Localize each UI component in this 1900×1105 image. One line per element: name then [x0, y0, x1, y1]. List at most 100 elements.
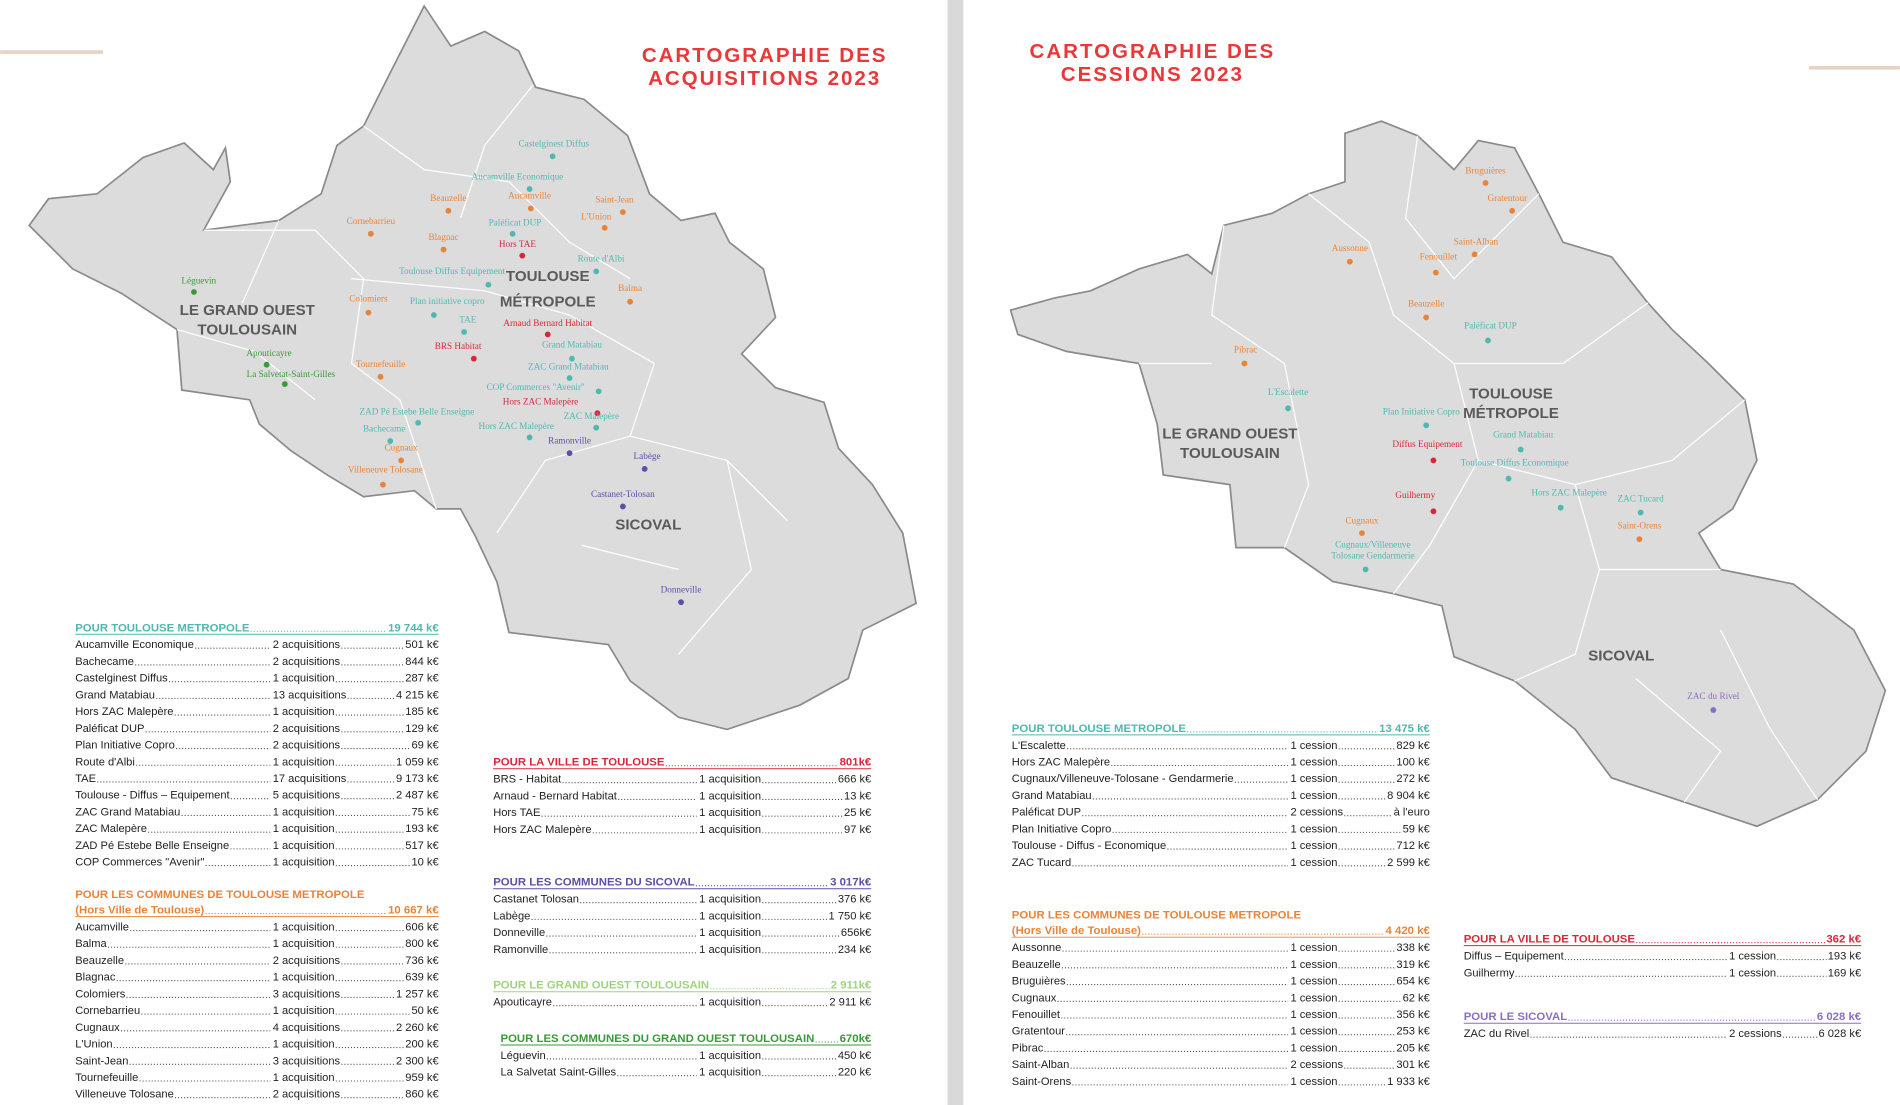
row-name: Donneville — [493, 927, 545, 939]
row-count: 1 acquisition — [273, 938, 335, 950]
place-dot — [1423, 314, 1430, 321]
row-amount: 639 k€ — [405, 972, 439, 984]
row-count: 5 acquisitions — [273, 790, 341, 802]
place-dot — [1423, 422, 1430, 429]
row-amount: 59 k€ — [1403, 823, 1431, 835]
row-name: Cugnaux/Villeneuve-Tolosane - Gendarmeri… — [1012, 773, 1234, 785]
place-dot — [526, 434, 533, 441]
place-dot — [1241, 360, 1248, 367]
place-label: Donneville — [661, 584, 702, 594]
row-name: Castanet Tolosan — [493, 894, 579, 906]
place-label: Labège — [634, 451, 661, 461]
row-amount: 220 k€ — [838, 1067, 872, 1079]
map-outline — [1009, 120, 1887, 828]
place-label: Beauzelle — [1408, 299, 1444, 309]
place-dot — [1710, 707, 1717, 713]
table-total: 10 667 k€ — [388, 905, 439, 917]
place-label: Cugnaux — [385, 443, 419, 453]
row-count: 1 acquisition — [273, 922, 335, 934]
row-count: 1 cession — [1290, 959, 1337, 971]
place-dot — [1637, 509, 1644, 516]
place-label: BRS Habitat — [435, 341, 482, 351]
row-amount: à l'euro — [1394, 807, 1430, 819]
row-amount: 1 059 k€ — [396, 756, 439, 768]
row-count: 1 acquisition — [699, 790, 761, 802]
region-label: SICOVAL — [615, 516, 681, 533]
row-amount: 62 k€ — [1403, 992, 1431, 1004]
row-amount: 129 k€ — [405, 723, 439, 735]
row-amount: 450 k€ — [838, 1050, 872, 1062]
row-name: ZAC du Rivel — [1464, 1028, 1530, 1040]
place-dot — [1432, 269, 1439, 276]
row-count: 1 acquisition — [273, 706, 335, 718]
row-count: 3 acquisitions — [273, 988, 341, 1000]
row-name: Léguevin — [500, 1050, 545, 1062]
row-name: Blagnac — [75, 972, 116, 984]
place-label: Villeneuve Tolosane — [348, 465, 423, 475]
map-cessions — [1009, 120, 1887, 828]
place-label: Aucamville Economique — [472, 171, 564, 181]
row-name: Beauzelle — [1012, 959, 1061, 971]
place-dot — [566, 450, 573, 457]
row-amount: 287 k€ — [405, 673, 439, 685]
place-label: Gratentour — [1487, 193, 1527, 203]
row-count: 1 cession — [1290, 1042, 1337, 1054]
table-heading: (Hors Ville de Toulouse) — [1012, 925, 1141, 937]
region-label: SICOVAL — [1588, 647, 1654, 664]
place-dot — [1346, 258, 1353, 265]
row-count: 1 acquisition — [699, 910, 761, 922]
place-label: Saint-Orens — [1617, 520, 1661, 530]
row-name: Toulouse - Diffus – Equipement — [75, 790, 230, 802]
place-label: Bachecame — [363, 423, 405, 433]
page-title: ACQUISITIONS 2023 — [648, 67, 881, 90]
place-label: Beauzelle — [430, 193, 466, 203]
row-amount: 800 k€ — [405, 938, 439, 950]
row-name: Apouticayre — [493, 997, 552, 1009]
row-name: Grand Matabiau — [75, 689, 155, 701]
place-dot — [440, 246, 447, 253]
row-amount: 2 300 k€ — [396, 1055, 439, 1067]
place-dot — [544, 331, 551, 338]
row-count: 1 acquisition — [273, 1072, 335, 1084]
row-count: 1 cession — [1729, 951, 1776, 963]
place-label: Hors ZAC Malepère — [503, 397, 579, 407]
place-label: Paléficat DUP — [489, 217, 542, 227]
row-amount: 10 k€ — [411, 857, 439, 869]
place-dot — [519, 252, 526, 259]
region-label: TOULOUSE — [1469, 386, 1553, 403]
row-name: COP Commerces "Avenir" — [75, 857, 204, 869]
place-label: Blagnac — [428, 232, 458, 242]
table-heading: POUR LA VILLE DE TOULOUSE — [493, 757, 665, 769]
row-amount: 356 k€ — [1396, 1009, 1430, 1021]
row-amount: 9 173 k€ — [396, 773, 439, 785]
place-dot — [1430, 508, 1437, 515]
table-heading: POUR LA VILLE DE TOULOUSE — [1464, 934, 1636, 946]
row-amount: 185 k€ — [405, 706, 439, 718]
row-count: 1 cession — [1290, 823, 1337, 835]
row-name: Labège — [493, 910, 530, 922]
row-amount: 666 k€ — [838, 774, 872, 786]
place-dot — [595, 388, 602, 395]
row-amount: 97 k€ — [844, 824, 872, 836]
row-amount: 2 487 k€ — [396, 790, 439, 802]
place-dot — [367, 230, 374, 237]
row-amount: 50 k€ — [411, 1005, 439, 1017]
place-dot — [485, 281, 492, 288]
place-dot — [263, 361, 270, 368]
row-count: 2 acquisitions — [273, 723, 341, 735]
place-dot — [365, 309, 372, 316]
row-amount: 2 599 k€ — [1387, 857, 1430, 869]
place-dot — [387, 438, 394, 444]
row-name: Balma — [75, 938, 107, 950]
place-label: COP Commerces "Avenir" — [486, 382, 585, 392]
row-name: ZAC Malepère — [75, 823, 147, 835]
place-dot — [1485, 337, 1491, 344]
row-count: 1 acquisition — [273, 806, 335, 818]
place-label: Arnaud Bernard Habitat — [503, 318, 592, 328]
row-count: 17 acquisitions — [273, 773, 347, 785]
row-amount: 656k€ — [841, 927, 872, 939]
row-name: Hors TAE — [493, 807, 540, 819]
place-label: Cornebarrieu — [347, 216, 396, 226]
row-name: Cugnaux — [75, 1022, 120, 1034]
